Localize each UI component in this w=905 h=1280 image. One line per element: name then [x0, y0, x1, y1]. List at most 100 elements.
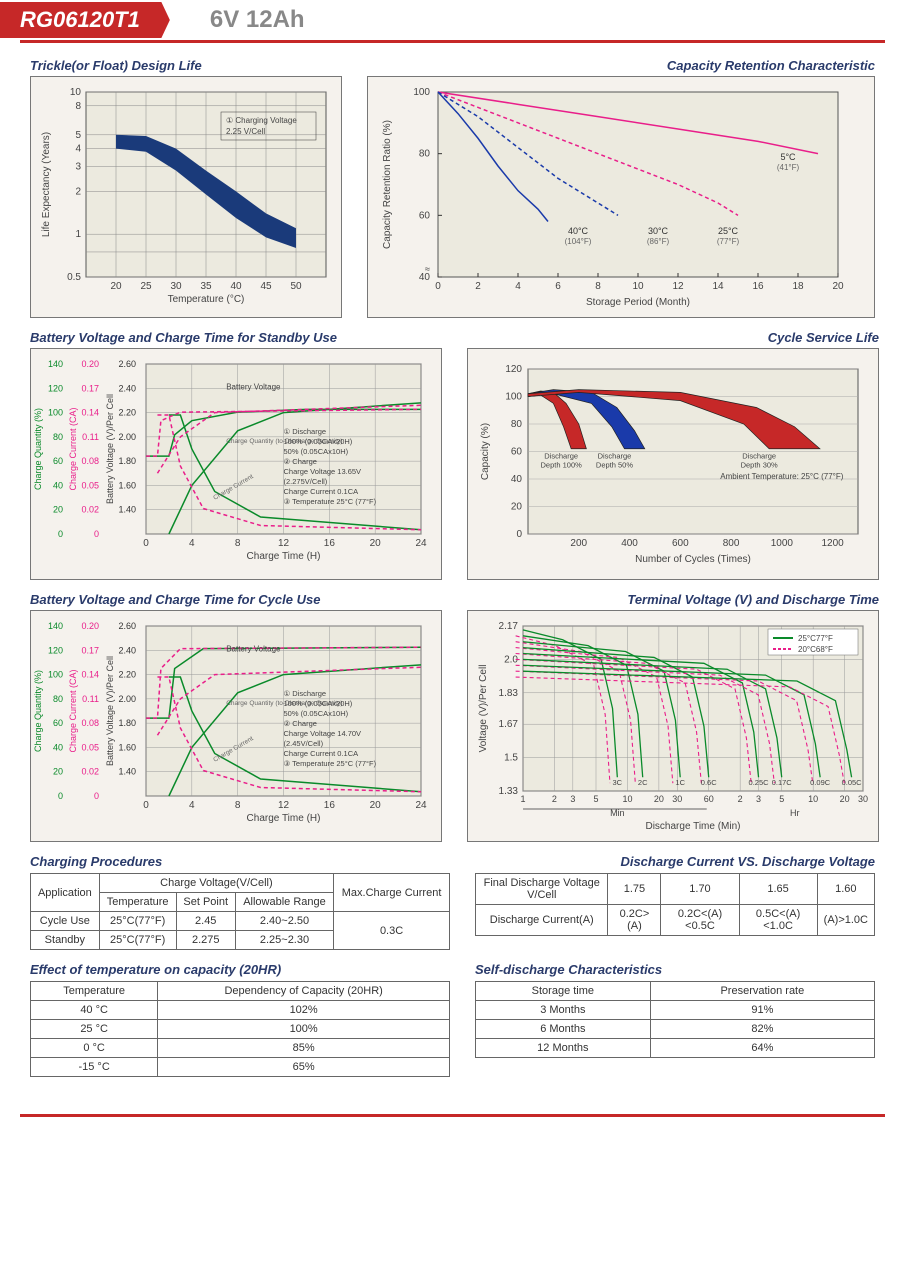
svg-text:20: 20 — [53, 767, 63, 777]
svg-text:60: 60 — [419, 210, 431, 221]
svg-text:③ Temperature 25°C (77°F): ③ Temperature 25°C (77°F) — [284, 497, 377, 506]
table-title: Self-discharge Characteristics — [475, 962, 875, 977]
spec-text: 6V 12Ah — [210, 6, 305, 34]
svg-text:20: 20 — [53, 505, 63, 515]
svg-text:5°C: 5°C — [780, 152, 796, 162]
terminal-chart: 1.331.51.671.832.02.17123510203060235102… — [467, 610, 879, 842]
chart-title: Cycle Service Life — [467, 330, 879, 345]
svg-text:Number of Cycles (Times): Number of Cycles (Times) — [635, 554, 751, 565]
svg-text:16: 16 — [752, 281, 764, 292]
svg-text:20: 20 — [511, 502, 523, 513]
svg-text:30°C: 30°C — [648, 226, 669, 236]
svg-text:5: 5 — [593, 794, 598, 804]
svg-text:8: 8 — [235, 800, 241, 811]
footer-divider — [20, 1114, 885, 1117]
svg-text:(41°F): (41°F) — [777, 163, 800, 172]
svg-text:100% (0.05CAx20H): 100% (0.05CAx20H) — [284, 437, 353, 446]
svg-text:8: 8 — [595, 281, 601, 292]
svg-text:Charge Current 0.1CA: Charge Current 0.1CA — [284, 487, 359, 496]
self-discharge-table: Storage timePreservation rate3 Months91%… — [475, 981, 875, 1058]
svg-text:120: 120 — [48, 383, 63, 393]
svg-text:Battery Voltage: Battery Voltage — [226, 383, 281, 392]
svg-text:14: 14 — [712, 281, 724, 292]
svg-text:0.09C: 0.09C — [810, 778, 831, 787]
svg-text:Charge Voltage 13.65V: Charge Voltage 13.65V — [284, 467, 362, 476]
cycle-use-chart: 0481216202400200.021.40400.051.60600.081… — [30, 610, 442, 842]
svg-text:2.25 V/Cell: 2.25 V/Cell — [226, 127, 265, 136]
svg-text:2: 2 — [738, 794, 743, 804]
svg-text:Battery Voltage: Battery Voltage — [226, 645, 281, 654]
table-title: Discharge Current VS. Discharge Voltage — [475, 854, 875, 869]
svg-text:2C: 2C — [638, 778, 648, 787]
svg-text:3: 3 — [570, 794, 575, 804]
svg-text:① Discharge: ① Discharge — [284, 427, 327, 436]
svg-text:5: 5 — [779, 794, 784, 804]
svg-text:Depth 30%: Depth 30% — [741, 460, 778, 469]
discharge-iv-table: Final Discharge Voltage V/Cell1.751.701.… — [475, 873, 875, 936]
svg-text:0.17C: 0.17C — [772, 778, 793, 787]
svg-text:② Charge: ② Charge — [284, 457, 317, 466]
svg-text:2: 2 — [75, 186, 81, 197]
model-badge: RG06120T1 — [0, 2, 170, 38]
svg-text:40°C: 40°C — [568, 226, 589, 236]
svg-text:3: 3 — [756, 794, 761, 804]
svg-text:140: 140 — [48, 359, 63, 369]
svg-text:1200: 1200 — [821, 538, 844, 549]
svg-text:Discharge Time (Min): Discharge Time (Min) — [645, 821, 740, 832]
svg-text:0.20: 0.20 — [81, 621, 99, 631]
svg-text:5: 5 — [75, 130, 81, 141]
svg-text:Charge Current 0.1CA: Charge Current 0.1CA — [284, 749, 359, 758]
svg-text:3: 3 — [75, 161, 81, 172]
svg-text:30: 30 — [170, 281, 182, 292]
svg-text:Battery Voltage (V)/Per Cell: Battery Voltage (V)/Per Cell — [105, 656, 115, 766]
svg-text:50: 50 — [290, 281, 302, 292]
svg-text:1.40: 1.40 — [118, 767, 136, 777]
svg-text:25°C77°F: 25°C77°F — [798, 634, 833, 643]
svg-text:10: 10 — [70, 87, 82, 98]
capacity-retention-chart: 02468101214161820406080100≈5°C(41°F)25°C… — [367, 76, 875, 318]
svg-text:100: 100 — [48, 670, 63, 680]
temp-capacity-table: TemperatureDependency of Capacity (20HR)… — [30, 981, 450, 1077]
svg-text:40: 40 — [53, 480, 63, 490]
svg-text:12: 12 — [278, 800, 290, 811]
svg-text:≈: ≈ — [425, 264, 430, 274]
svg-text:25: 25 — [140, 281, 152, 292]
svg-text:(2.45V/Cell): (2.45V/Cell) — [284, 739, 324, 748]
svg-text:1.60: 1.60 — [118, 480, 136, 490]
svg-text:Charge Time (H): Charge Time (H) — [247, 813, 321, 824]
svg-text:1.5: 1.5 — [504, 753, 518, 764]
svg-text:0: 0 — [58, 529, 63, 539]
svg-text:60: 60 — [511, 447, 523, 458]
svg-text:0.17: 0.17 — [81, 645, 99, 655]
svg-text:Temperature (°C): Temperature (°C) — [168, 294, 245, 305]
svg-text:16: 16 — [324, 538, 336, 549]
svg-text:0.08: 0.08 — [81, 456, 99, 466]
svg-text:1.33: 1.33 — [499, 786, 519, 797]
svg-text:0.6C: 0.6C — [701, 778, 717, 787]
svg-text:10: 10 — [632, 281, 644, 292]
svg-text:50% (0.05CAx10H): 50% (0.05CAx10H) — [284, 709, 349, 718]
svg-text:0.05: 0.05 — [81, 480, 99, 490]
svg-text:Capacity Retention Ratio (%): Capacity Retention Ratio (%) — [382, 120, 393, 249]
svg-text:20: 20 — [370, 800, 382, 811]
svg-text:0.11: 0.11 — [82, 694, 99, 704]
standby-chart: 0481216202400200.021.40400.051.60600.081… — [30, 348, 442, 580]
svg-text:4: 4 — [189, 800, 195, 811]
svg-text:Charge Current (CA): Charge Current (CA) — [68, 669, 78, 752]
svg-text:100% (0.05CAx20H): 100% (0.05CAx20H) — [284, 699, 353, 708]
svg-text:(104°F): (104°F) — [565, 237, 592, 246]
svg-text:10: 10 — [622, 794, 632, 804]
svg-text:0: 0 — [516, 529, 522, 540]
svg-text:2.60: 2.60 — [118, 621, 136, 631]
svg-text:60: 60 — [53, 718, 63, 728]
svg-text:18: 18 — [792, 281, 804, 292]
svg-text:20°C68°F: 20°C68°F — [798, 645, 833, 654]
trickle-chart: 0.51234581020253035404550Temperature (°C… — [30, 76, 342, 318]
svg-text:45: 45 — [260, 281, 272, 292]
svg-text:1.67: 1.67 — [499, 719, 519, 730]
svg-text:40: 40 — [230, 281, 242, 292]
svg-text:① Charging Voltage: ① Charging Voltage — [226, 116, 297, 125]
svg-text:Voltage (V)/Per Cell: Voltage (V)/Per Cell — [478, 665, 489, 753]
svg-text:400: 400 — [621, 538, 638, 549]
svg-text:0: 0 — [94, 529, 99, 539]
